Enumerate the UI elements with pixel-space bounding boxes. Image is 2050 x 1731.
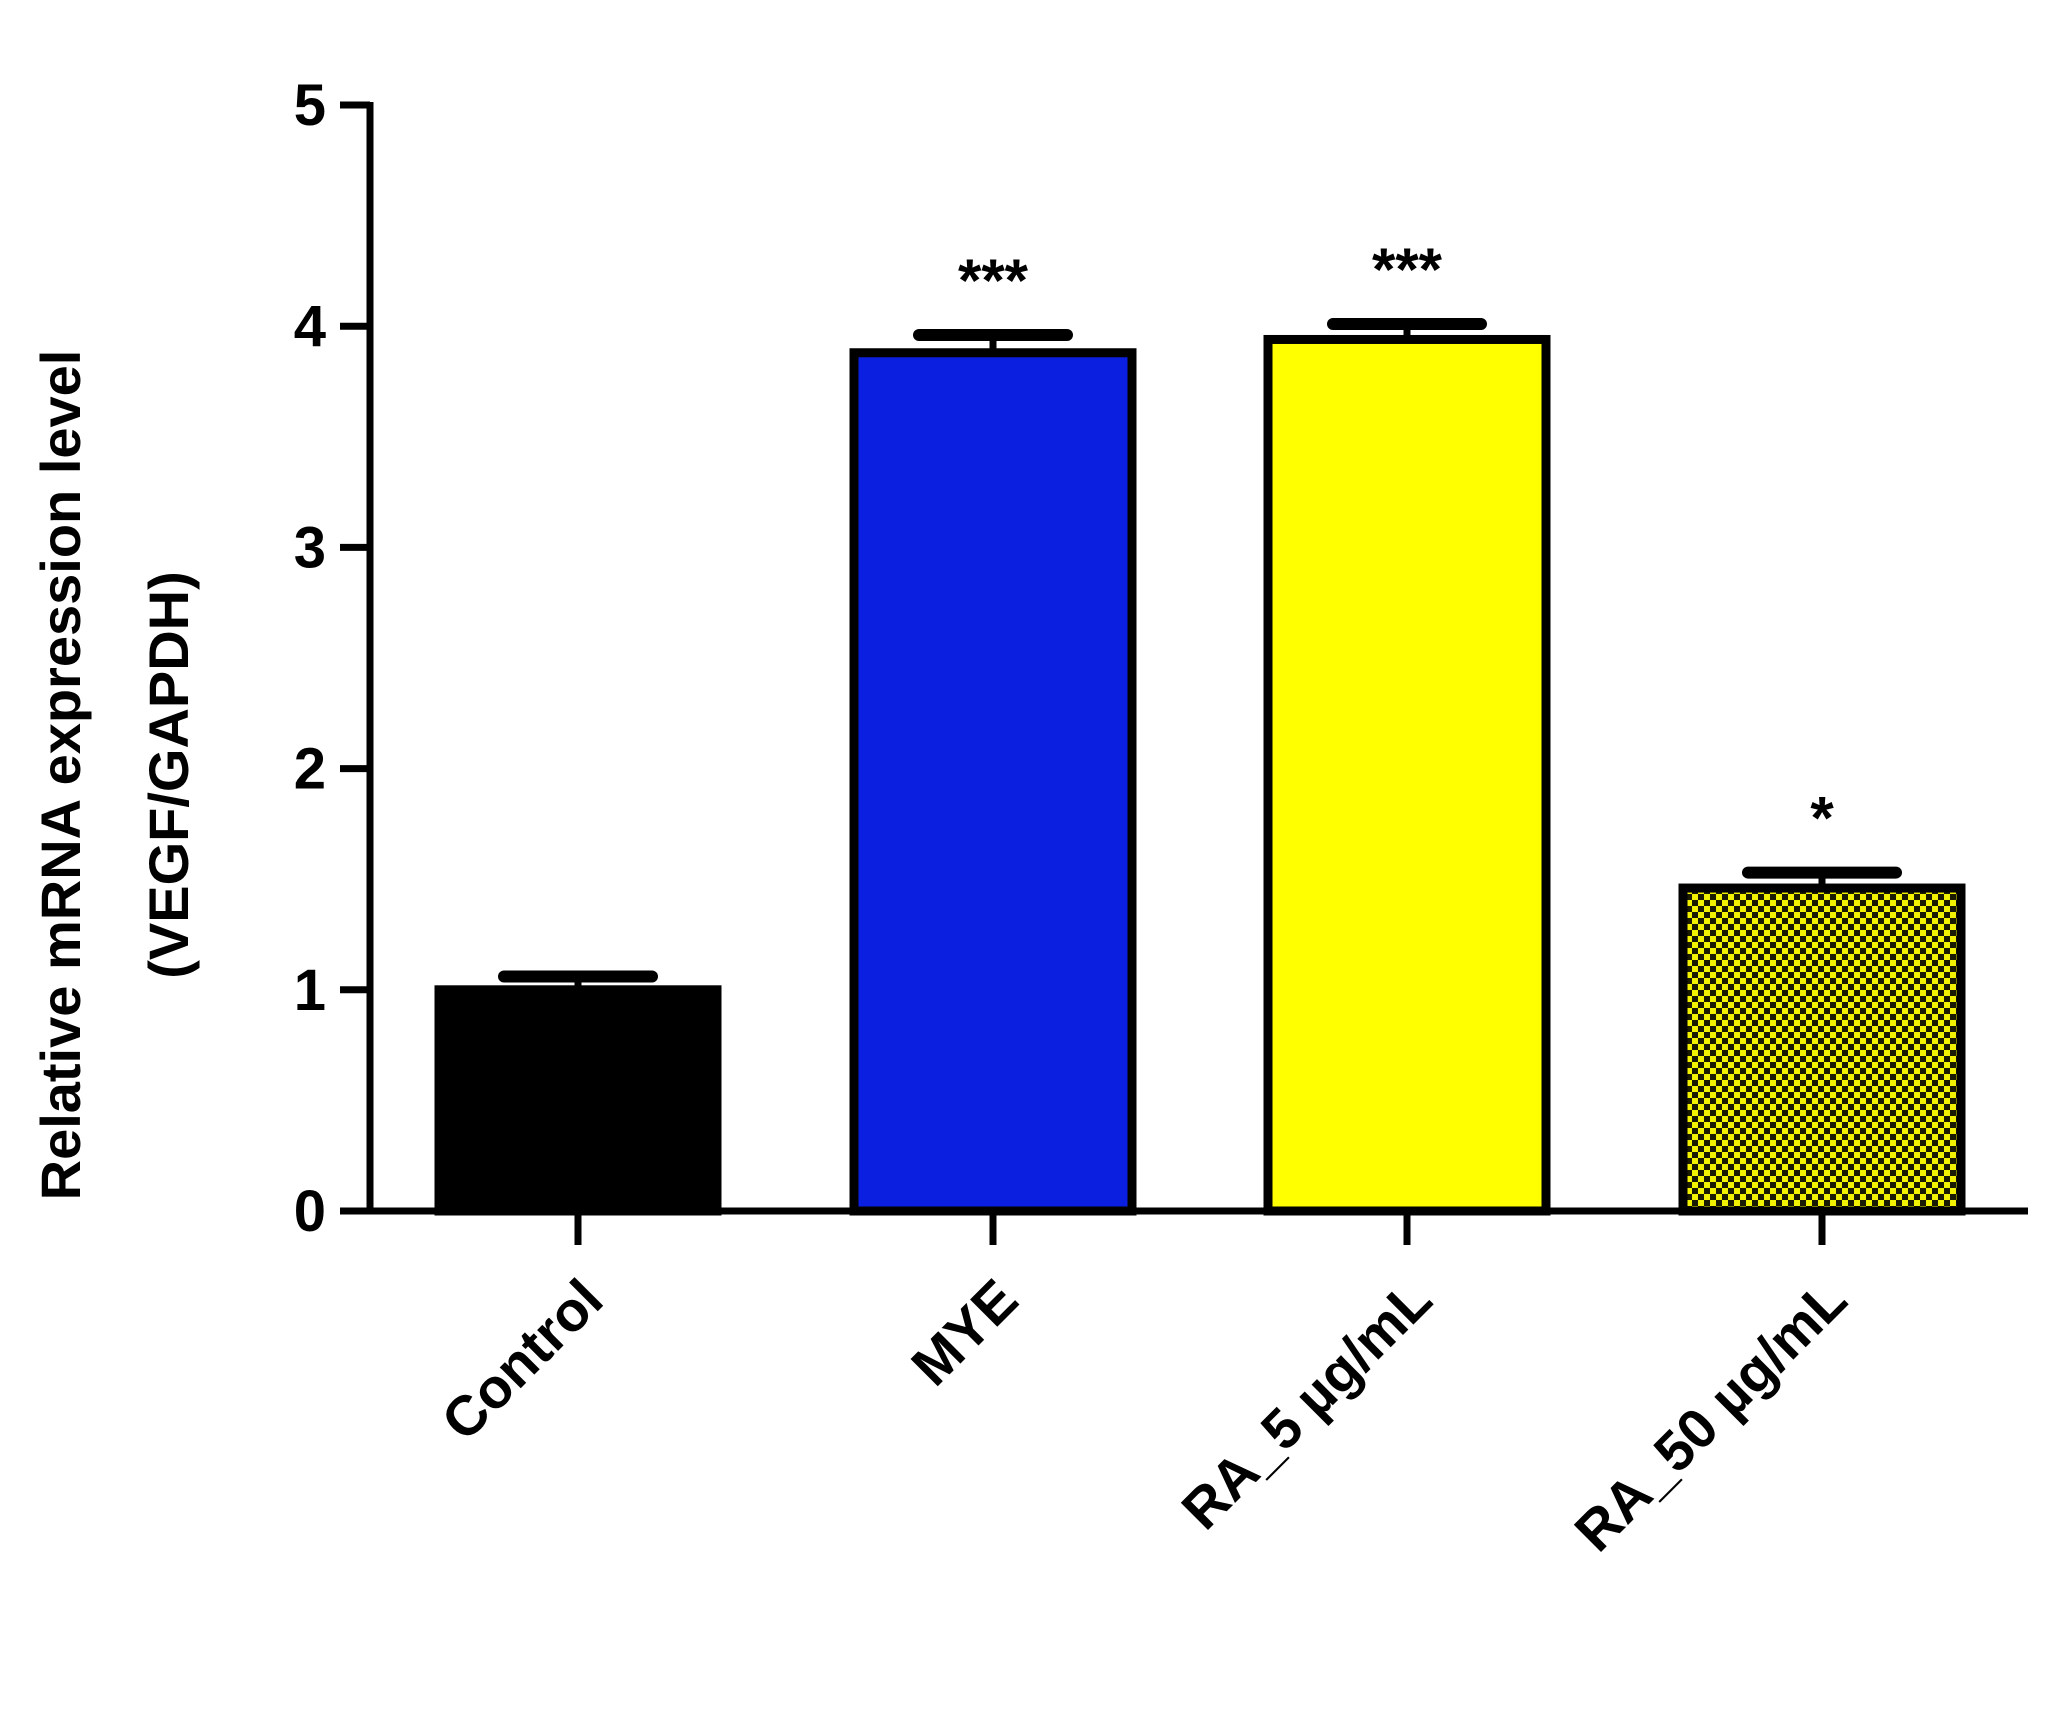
bar-3 [1263,334,1551,1216]
bar-4 [1678,883,1966,1216]
y-axis-title-line-1: Relative mRNA expression level [29,350,92,1201]
significance-label: * [1810,785,1834,852]
bar-1 [434,985,722,1216]
y-axis-title: Relative mRNA expression level (VEGF/GAP… [29,350,200,1201]
y-axis-title-line-2: (VEGF/GAPDH) [137,571,200,979]
y-tick-label: 5 [294,73,326,138]
x-tick-label: Control [429,1267,614,1452]
y-tick-label: 1 [294,958,326,1023]
x-tick-label: RA_5 µg/mL [1169,1267,1443,1541]
y-tick-label: 3 [294,515,326,580]
x-axis: Control MYE RA_5 µg/mL RA_50 µg/mL [367,1207,2028,1563]
y-axis: 0 1 2 3 4 5 [294,73,374,1244]
significance-label: *** [1372,236,1443,303]
x-tick-label: MYE [899,1267,1029,1397]
significance-label: *** [958,247,1029,314]
y-tick-label: 0 [294,1179,326,1244]
y-tick-label: 2 [294,737,326,802]
y-tick-label: 4 [294,294,326,359]
x-tick-label: RA_50 µg/mL [1562,1267,1858,1563]
bar-2 [849,348,1137,1216]
bars-group: *** **** [434,236,1966,1216]
